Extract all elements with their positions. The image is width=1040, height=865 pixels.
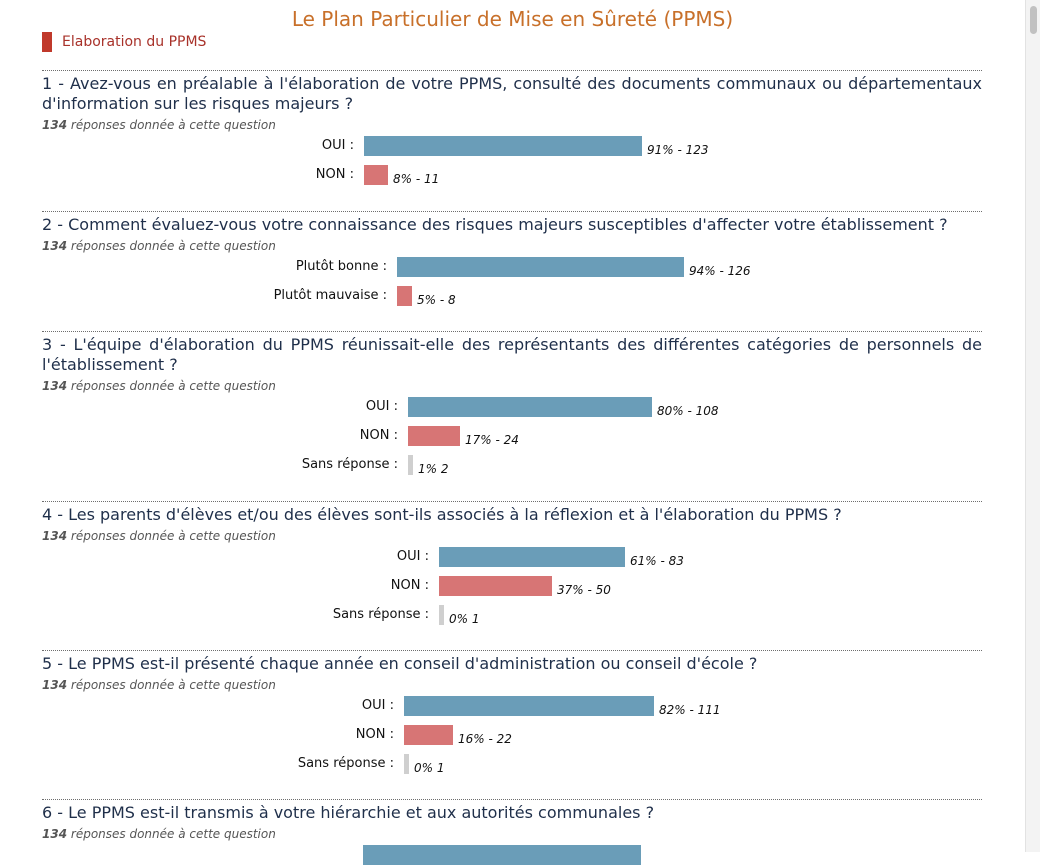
- answer-value: 5% - 8: [417, 293, 456, 307]
- response-count-suffix: réponses donnée à cette question: [70, 239, 276, 253]
- response-count-suffix: réponses donnée à cette question: [70, 379, 276, 393]
- question-text: 2 - Comment évaluez-vous votre connaissa…: [42, 215, 948, 234]
- answer-value: 0% 1: [449, 612, 480, 626]
- page-title: Le Plan Particulier de Mise en Sûreté (P…: [291, 7, 734, 31]
- answer-value: 8% - 11: [393, 172, 440, 186]
- response-count-suffix: réponses donnée à cette question: [70, 529, 276, 543]
- answer-label: NON :: [315, 167, 354, 182]
- response-count: 134 réponses donnée à cette question: [42, 529, 982, 543]
- answer-label: OUI :: [321, 138, 354, 153]
- answer-bar-oui: [408, 397, 652, 417]
- answer-label: NON :: [355, 727, 394, 742]
- answer-bar-non: [404, 725, 453, 745]
- question-2: 2 - Comment évaluez-vous votre connaissa…: [42, 211, 982, 307]
- response-count-suffix: réponses donnée à cette question: [70, 678, 276, 692]
- answer-bar-oui: [363, 845, 641, 865]
- answer-value: 94% - 126: [689, 264, 751, 278]
- response-count: 134 réponses donnée à cette question: [42, 239, 982, 253]
- question-5: 5 - Le PPMS est-il présenté chaque année…: [42, 650, 982, 775]
- answer-value: 17% - 24: [465, 433, 519, 447]
- answer-bar-oui: [404, 696, 654, 716]
- vertical-scrollbar[interactable]: [1025, 0, 1040, 852]
- answer-bar-oui: [439, 547, 625, 567]
- answer-bar-plutot-bonne: [397, 257, 684, 277]
- answer-bar-non: [408, 426, 460, 446]
- answer-label: OUI :: [396, 549, 429, 564]
- question-divider: [42, 799, 982, 800]
- answer-label: Sans réponse :: [332, 607, 429, 622]
- question-1: 1 - Avez-vous en préalable à l'élaborati…: [42, 70, 982, 186]
- answer-label: Plutôt bonne :: [295, 259, 387, 274]
- scrollbar-thumb[interactable]: [1030, 6, 1037, 34]
- answer-label: Sans réponse :: [297, 756, 394, 771]
- answer-bar-non: [364, 165, 388, 185]
- answer-label: OUI :: [361, 698, 394, 713]
- response-count-number: 134: [42, 239, 68, 253]
- answer-bar-plutot-mauvaise: [397, 286, 412, 306]
- answer-value: 37% - 50: [557, 583, 611, 597]
- question-text: 3 - L'équipe d'élaboration du PPMS réuni…: [42, 335, 982, 374]
- response-count-suffix: réponses donnée à cette question: [70, 118, 276, 132]
- answer-value: 61% - 83: [630, 554, 684, 568]
- response-count: 134 réponses donnée à cette question: [42, 827, 982, 841]
- question-divider: [42, 331, 982, 332]
- answer-value: 82% - 111: [659, 703, 721, 717]
- question-text: 1 - Avez-vous en préalable à l'élaborati…: [42, 74, 982, 113]
- question-4: 4 - Les parents d'élèves et/ou des élève…: [42, 501, 982, 626]
- question-text: 6 - Le PPMS est-il transmis à votre hiér…: [42, 803, 655, 822]
- question-text: 5 - Le PPMS est-il présenté chaque année…: [42, 654, 758, 673]
- question-divider: [42, 70, 982, 71]
- section-label: Elaboration du PPMS: [62, 34, 207, 50]
- response-count-number: 134: [42, 379, 68, 393]
- question-6: 6 - Le PPMS est-il transmis à votre hiér…: [42, 799, 982, 865]
- question-text: 4 - Les parents d'élèves et/ou des élève…: [42, 505, 842, 524]
- answer-value: 91% - 123: [647, 143, 709, 157]
- response-count: 134 réponses donnée à cette question: [42, 379, 982, 393]
- answer-label: Sans réponse :: [301, 457, 398, 472]
- response-count-number: 134: [42, 678, 68, 692]
- section-marker: [42, 32, 52, 52]
- question-3: 3 - L'équipe d'élaboration du PPMS réuni…: [42, 331, 982, 476]
- answer-bar-sans-reponse: [404, 754, 409, 774]
- answer-label: OUI :: [365, 399, 398, 414]
- answer-label: Plutôt mauvaise :: [273, 288, 387, 303]
- answer-value: 0% 1: [414, 761, 445, 775]
- response-count-suffix: réponses donnée à cette question: [70, 827, 276, 841]
- section-header: Elaboration du PPMS: [42, 32, 206, 52]
- answer-bar-oui: [364, 136, 642, 156]
- response-count-number: 134: [42, 529, 68, 543]
- answer-bar-sans-reponse: [408, 455, 413, 475]
- answer-value: 1% 2: [418, 462, 449, 476]
- answer-bar-non: [439, 576, 552, 596]
- question-divider: [42, 650, 982, 651]
- answer-label: NON :: [390, 578, 429, 593]
- question-divider: [42, 211, 982, 212]
- response-count: 134 réponses donnée à cette question: [42, 678, 982, 692]
- response-count: 134 réponses donnée à cette question: [42, 118, 982, 132]
- question-divider: [42, 501, 982, 502]
- response-count-number: 134: [42, 118, 68, 132]
- response-count-number: 134: [42, 827, 68, 841]
- answer-label: NON :: [359, 428, 398, 443]
- answer-value: 16% - 22: [458, 732, 512, 746]
- answer-value: 80% - 108: [657, 404, 719, 418]
- answer-bar-sans-reponse: [439, 605, 444, 625]
